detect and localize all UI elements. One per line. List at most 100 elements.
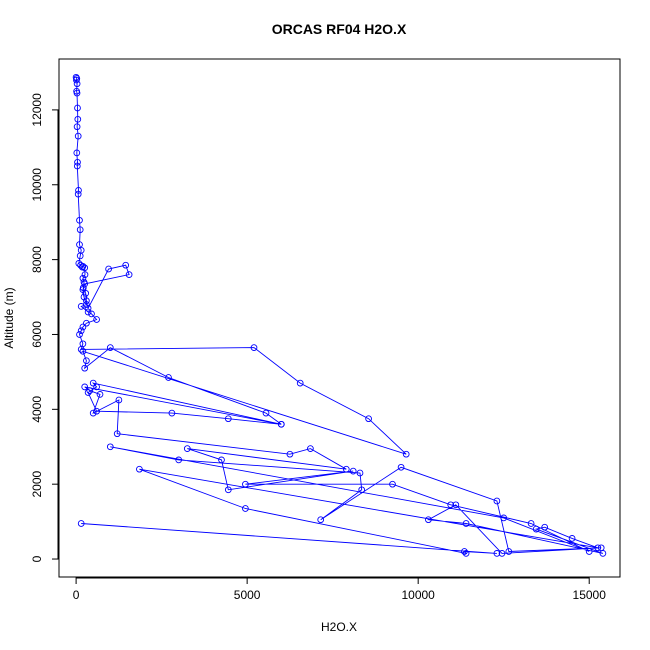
data-point xyxy=(77,303,85,310)
x-axis-label: H2O.X xyxy=(321,620,357,634)
data-point xyxy=(594,544,602,552)
data-point xyxy=(262,409,270,417)
y-axis-label: Altitude (m) xyxy=(2,287,16,348)
data-point xyxy=(165,374,172,381)
data-point xyxy=(356,469,364,477)
data-point xyxy=(218,456,225,464)
data-point xyxy=(461,548,468,555)
data-point xyxy=(74,104,81,112)
data-point xyxy=(115,396,123,404)
data-point xyxy=(106,344,114,351)
data-point xyxy=(89,409,97,417)
data-point xyxy=(402,450,410,458)
data-point xyxy=(93,407,100,415)
data-point xyxy=(358,486,366,494)
data-point xyxy=(106,443,114,451)
y-tick-label: 0 xyxy=(30,555,44,562)
plot-area-frame xyxy=(58,58,621,578)
data-point xyxy=(425,516,432,524)
data-point xyxy=(89,379,97,387)
data-point xyxy=(73,162,81,170)
data-point xyxy=(389,480,396,488)
data-point xyxy=(74,158,81,166)
series-layer xyxy=(72,73,607,557)
data-point xyxy=(75,187,82,194)
data-point xyxy=(532,525,540,533)
data-point xyxy=(296,379,304,387)
data-point xyxy=(96,391,104,398)
y-axis: 0 2000 4000 6000 8000 10000 12000 xyxy=(30,93,59,562)
data-point xyxy=(72,73,80,81)
x-tick-label: 15000 xyxy=(573,588,607,602)
data-point xyxy=(73,123,81,131)
data-point xyxy=(175,456,183,464)
data-point xyxy=(93,383,100,391)
data-point xyxy=(568,535,576,542)
y-tick-label: 12000 xyxy=(30,93,44,127)
data-point xyxy=(79,347,87,355)
data-point xyxy=(113,430,121,438)
data-point xyxy=(74,190,82,198)
data-point xyxy=(76,252,84,260)
data-point xyxy=(277,420,285,428)
data-point xyxy=(168,409,176,417)
data-point xyxy=(250,344,258,351)
data-point xyxy=(505,548,513,555)
data-point xyxy=(242,505,249,512)
y-tick-label: 8000 xyxy=(30,246,44,273)
data-point xyxy=(500,514,508,522)
chart-title: ORCAS RF04 H2O.X xyxy=(272,21,407,37)
data-point xyxy=(77,327,85,335)
y-tick-label: 6000 xyxy=(30,321,44,348)
data-point xyxy=(88,310,95,318)
data-point xyxy=(452,501,460,509)
data-point xyxy=(77,520,85,527)
data-point xyxy=(81,264,89,272)
data-point xyxy=(224,415,232,423)
data-point xyxy=(462,550,470,557)
data-point xyxy=(73,76,80,84)
data-point xyxy=(83,357,90,365)
data-point xyxy=(105,265,112,273)
y-tick-label: 10000 xyxy=(30,168,44,202)
data-point xyxy=(81,271,89,278)
data-point xyxy=(84,304,92,312)
data-point xyxy=(74,115,82,123)
data-point xyxy=(365,415,372,423)
x-tick-label: 10000 xyxy=(401,588,435,602)
data-point xyxy=(73,80,81,88)
data-point xyxy=(498,550,506,557)
y-tick-label: 2000 xyxy=(30,471,44,498)
data-point xyxy=(81,364,89,372)
data-point xyxy=(93,316,100,323)
data-point xyxy=(585,548,593,555)
data-point xyxy=(73,89,81,97)
data-point xyxy=(76,331,83,338)
series-line xyxy=(75,77,604,555)
data-point xyxy=(349,467,357,475)
data-point xyxy=(447,501,455,509)
data-point xyxy=(79,262,87,270)
data-point xyxy=(80,293,88,301)
data-point xyxy=(317,516,325,524)
data-point xyxy=(493,497,501,505)
x-axis: 0 5000 10000 15000 xyxy=(73,577,606,602)
data-point xyxy=(286,450,294,458)
data-point xyxy=(541,523,549,531)
data-point xyxy=(73,149,81,157)
data-point xyxy=(81,383,89,391)
data-point xyxy=(136,465,143,473)
data-point xyxy=(76,216,83,224)
data-point xyxy=(83,319,90,327)
x-tick-label: 5000 xyxy=(234,588,261,602)
data-point xyxy=(84,389,92,396)
data-point xyxy=(74,132,82,140)
data-point xyxy=(342,465,350,473)
data-point xyxy=(86,387,94,394)
data-point xyxy=(397,463,405,471)
data-point xyxy=(79,323,87,331)
data-point xyxy=(224,486,232,494)
data-point xyxy=(462,520,470,527)
